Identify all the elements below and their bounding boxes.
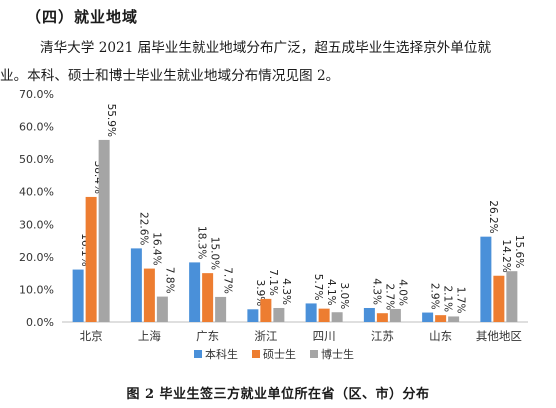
data-label: 22.6% bbox=[137, 212, 149, 245]
data-label: 4.3% bbox=[370, 278, 382, 305]
y-tick-label: 70.0% bbox=[19, 88, 54, 101]
data-label: 15.0% bbox=[209, 237, 221, 270]
data-label: 18.3% bbox=[196, 226, 208, 259]
x-tick-label: 浙江 bbox=[254, 329, 277, 343]
paragraph-line-1: 清华大学 2021 届毕业生就业地域分布广泛，超五成毕业生选择京外单位就 bbox=[40, 40, 492, 56]
bar-博士生 bbox=[215, 296, 227, 322]
y-tick-label: 0.0% bbox=[26, 316, 54, 329]
bar-硕士生 bbox=[435, 315, 447, 322]
x-tick-label: 其他地区 bbox=[476, 329, 522, 343]
data-label: 16.4% bbox=[150, 232, 162, 265]
data-label: 3.0% bbox=[338, 283, 350, 310]
bar-博士生 bbox=[98, 139, 110, 322]
y-tick-label: 30.0% bbox=[19, 218, 54, 231]
x-tick-label: 四川 bbox=[313, 329, 336, 343]
data-label: 1.7% bbox=[455, 287, 467, 314]
data-label: 4.1% bbox=[325, 279, 337, 306]
legend-label: 博士生 bbox=[321, 347, 354, 361]
legend-label: 本科生 bbox=[205, 347, 238, 361]
bar-硕士生 bbox=[85, 196, 97, 322]
legend-swatch-本科生 bbox=[194, 350, 202, 358]
bar-博士生 bbox=[448, 316, 460, 322]
grouped-bar-chart: 0.0% 10.0% 20.0% 30.0% 40.0% 50.0% 60.0% 70.0% 北… bbox=[19, 88, 528, 361]
bar-本科生 bbox=[363, 307, 375, 322]
x-tick-label: 江苏 bbox=[371, 329, 394, 343]
data-label: 4.3% bbox=[280, 278, 292, 305]
x-tick-label: 山东 bbox=[429, 329, 452, 343]
bar-本科生 bbox=[247, 309, 259, 322]
bar-本科生 bbox=[72, 269, 84, 322]
y-tick-label: 40.0% bbox=[19, 186, 54, 199]
bar-硕士生 bbox=[260, 298, 272, 322]
data-label: 2.7% bbox=[383, 284, 395, 311]
data-label: 7.7% bbox=[222, 267, 234, 294]
bar-本科生 bbox=[130, 248, 142, 322]
intro-paragraph: 清华大学 2021 届毕业生就业地域分布广泛，超五成毕业生选择京外单位就 业。本… bbox=[0, 34, 540, 90]
bar-硕士生 bbox=[318, 308, 330, 322]
data-label: 5.7% bbox=[312, 274, 324, 301]
data-label: 4.0% bbox=[396, 279, 408, 306]
bar-博士生 bbox=[273, 307, 285, 322]
data-label: 7.1% bbox=[267, 269, 279, 296]
bar-本科生 bbox=[480, 236, 492, 322]
x-tick-label: 北京 bbox=[80, 329, 103, 343]
figure-caption: 图 2 毕业生签三方就业单位所在省（区、市）分布 bbox=[126, 387, 430, 402]
data-label: 14.2% bbox=[500, 239, 512, 272]
bar-博士生 bbox=[389, 308, 401, 322]
data-label: 15.6% bbox=[513, 235, 525, 268]
y-tick-label: 60.0% bbox=[19, 121, 54, 134]
y-tick-label: 10.0% bbox=[19, 283, 54, 296]
bar-博士生 bbox=[331, 312, 343, 322]
paragraph-line-2: 业。本科、硕士和博士毕业生就业地域分布情况见图 2。 bbox=[0, 68, 340, 84]
data-label: 26.2% bbox=[487, 200, 499, 233]
bar-本科生 bbox=[189, 262, 201, 322]
data-label: 7.8% bbox=[163, 267, 175, 294]
x-tick-label: 广东 bbox=[196, 329, 219, 343]
bar-硕士生 bbox=[202, 273, 214, 322]
bar-本科生 bbox=[422, 312, 434, 322]
x-tick-label: 上海 bbox=[138, 329, 161, 343]
bar-本科生 bbox=[305, 303, 317, 322]
legend-label: 硕士生 bbox=[263, 347, 296, 361]
y-tick-label: 50.0% bbox=[19, 153, 54, 166]
data-label: 2.9% bbox=[429, 283, 441, 310]
data-label: 2.1% bbox=[442, 285, 454, 312]
y-tick-label: 20.0% bbox=[19, 251, 54, 264]
bar-博士生 bbox=[506, 271, 518, 322]
legend-swatch-硕士生 bbox=[252, 350, 260, 358]
bar-硕士生 bbox=[493, 275, 505, 322]
bar-硕士生 bbox=[376, 313, 388, 322]
legend-swatch-博士生 bbox=[310, 350, 318, 358]
section-heading: （四）就业地域 bbox=[26, 8, 139, 26]
bar-硕士生 bbox=[143, 268, 155, 322]
data-label: 55.9% bbox=[105, 104, 117, 137]
bar-博士生 bbox=[156, 296, 168, 322]
